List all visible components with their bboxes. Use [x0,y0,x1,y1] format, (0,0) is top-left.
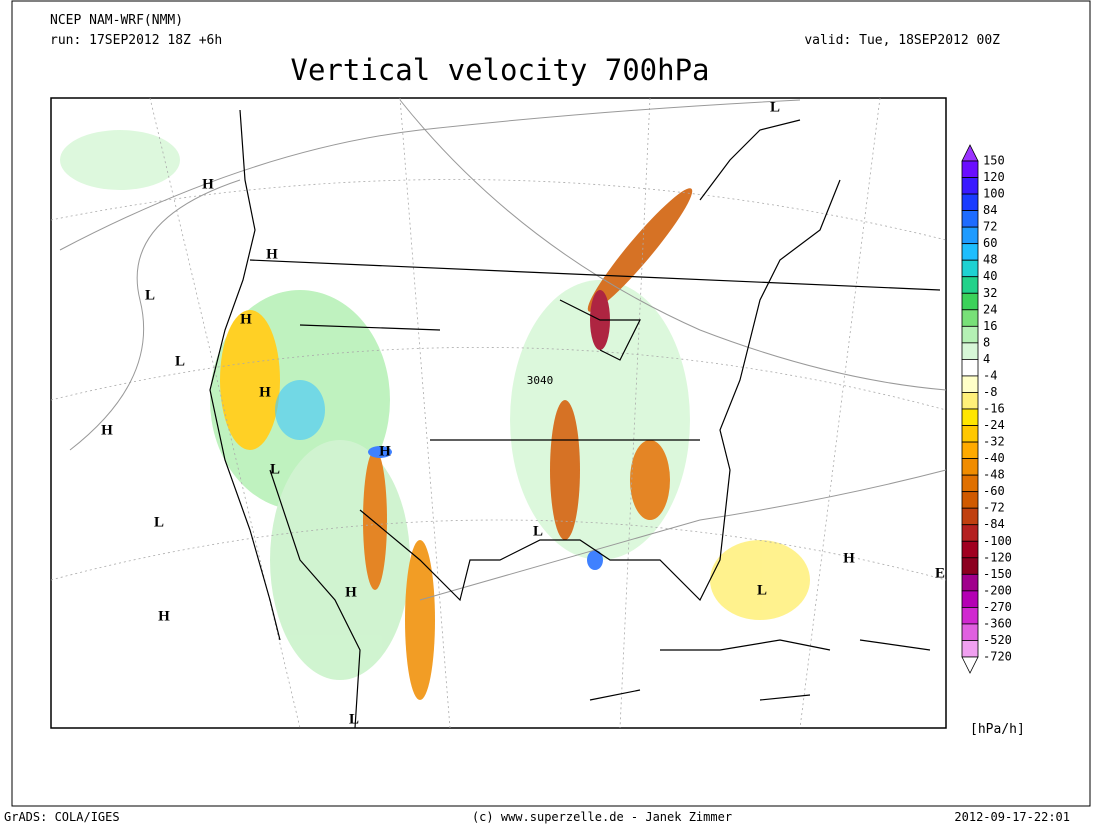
colorbar-label: -200 [983,583,1012,597]
colorbar-box [961,540,979,559]
frame [11,0,1091,807]
colorbar-label: -100 [983,534,1012,548]
colorbar-box [961,259,979,278]
colorbar-box [961,226,979,245]
colorbar-box [961,607,979,625]
pressure-center: H [101,422,113,438]
colorbar-label: -24 [983,418,1005,432]
colorbar-label: -360 [983,616,1012,630]
pressure-center: L [175,353,185,369]
pressure-center: L [145,287,155,303]
pressure-center: H [259,384,271,400]
pressure-center: H [158,608,170,624]
colorbar-label: -72 [983,501,1005,515]
colorbar-box [961,325,979,344]
colorbar-box [961,193,979,211]
field-shading [60,130,810,700]
colorbar-box [961,507,979,526]
pressure-center: H [345,584,357,600]
pressure-center: H [202,176,214,192]
colorbar-label: -120 [983,550,1012,564]
colorbar-box [961,160,979,178]
model-name: NCEP NAM-WRF(NMM) [50,13,183,28]
contour-label: 3040 [527,374,554,387]
colorbar-label: 24 [983,302,997,316]
colorbar-label: 120 [983,170,1005,184]
colorbar-box [961,292,979,311]
run-time: run: 17SEP2012 18Z +6h [50,33,222,48]
colorbar-label: -150 [983,567,1012,581]
colorbar-box [961,392,979,410]
colorbar-label: -48 [983,468,1005,482]
colorbar-box [961,474,979,493]
colorbar-box [961,243,979,261]
pressure-center: L [770,99,780,115]
colorbar-box [961,210,979,228]
pressure-center: L [270,461,280,477]
colorbar-box [961,408,979,426]
colorbar-label: -520 [983,633,1012,647]
colorbar-label: 8 [983,335,990,349]
colorbar-box [961,276,979,294]
title: Vertical velocity 700hPa [290,53,709,87]
colorbar-label: 16 [983,319,997,333]
pressure-center: H [266,246,278,262]
valid-time: valid: Tue, 18SEP2012 00Z [804,33,1000,48]
colorbar-label: 40 [983,269,997,283]
pressure-center: L [533,523,543,539]
pressure-center: H [843,550,855,566]
colorbar-label: -720 [983,650,1012,664]
colorbar-box [961,309,979,327]
colorbar-box [961,640,979,658]
colorbar-label: -16 [983,402,1005,416]
colorbar-label: -40 [983,451,1005,465]
colorbar-box [961,358,979,377]
legend-unit: [hPa/h] [970,722,1025,737]
colorbar-box [961,441,979,460]
colorbar-box [961,177,979,195]
colorbar-box [961,573,979,592]
footer-timestamp: 2012-09-17-22:01 [954,810,1070,824]
colorbar-box [961,524,979,542]
colorbar-label: 48 [983,253,997,267]
colorbar-label: -270 [983,600,1012,614]
footer-software: GrADS: COLA/IGES [4,810,120,824]
colorbar-box [961,425,979,443]
map: H H L H L H H H L L L H L H H L L E 3040 [50,97,947,729]
colorbar-label: 100 [983,187,1005,201]
colorbar-box [961,491,979,509]
colorbar-label: 72 [983,220,997,234]
colorbar-label: 150 [983,154,1005,168]
pressure-center: L [349,711,359,727]
pressure-center: L [757,582,767,598]
colorbar-label: 4 [983,352,990,366]
pressure-center: H [240,311,252,327]
colorbar-label: 84 [983,203,997,217]
footer-credit: (c) www.superzelle.de - Janek Zimmer [472,810,732,824]
colorbar-cap [961,144,979,162]
colorbar-cap [961,656,979,674]
pressure-center: E [935,565,945,581]
colorbar-label: 32 [983,286,997,300]
colorbar-box [961,342,979,360]
colorbar-box [961,623,979,641]
pressure-center: H [379,443,391,459]
map-frame [50,97,947,729]
colorbar-label: -60 [983,484,1005,498]
colorbar-box [961,590,979,608]
colorbar-box [961,458,979,476]
colorbar-label: -8 [983,385,997,399]
colorbar-label: -84 [983,517,1005,531]
colorbar-label: 60 [983,236,997,250]
pressure-center: L [154,514,164,530]
colorbar-box [961,375,979,393]
colorbar-box [961,557,979,575]
colorbar-label: -32 [983,435,1005,449]
colorbar-label: -4 [983,368,997,382]
colorbar: 150120100847260484032241684-4-8-16-24-32… [961,144,1012,674]
